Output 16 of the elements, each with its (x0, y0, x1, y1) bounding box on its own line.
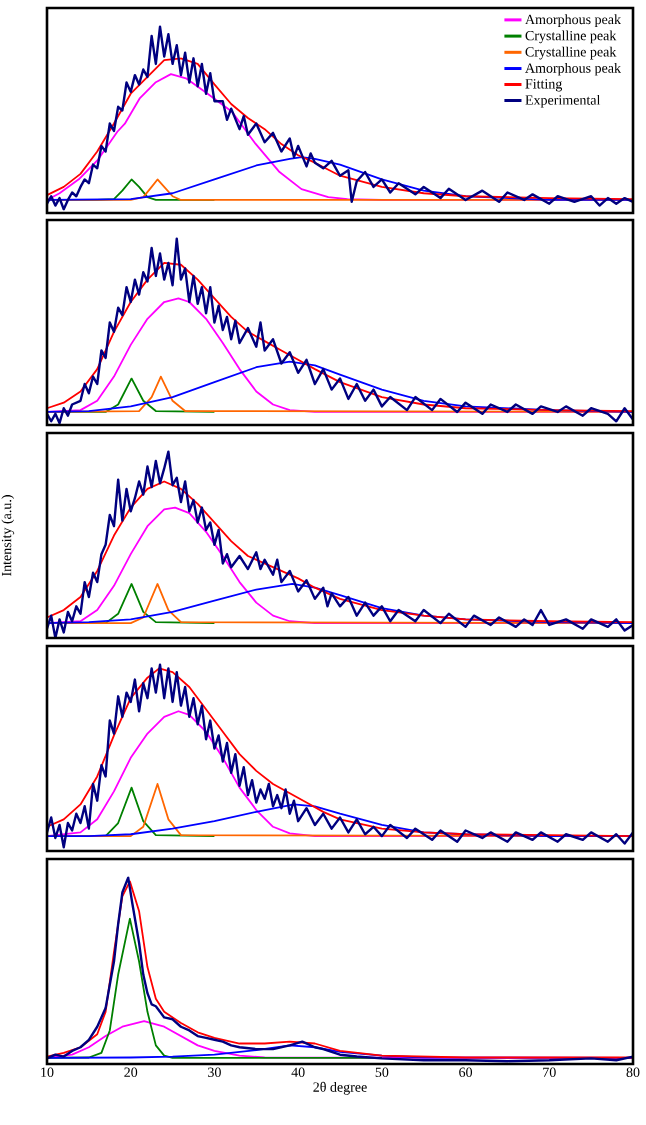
x-tick-label: 50 (375, 1067, 389, 1077)
x-tick-label: 10 (41, 1067, 54, 1077)
legend-label: Amorphous peak (525, 62, 622, 76)
x-tick-label: 30 (208, 1067, 221, 1077)
x-tick-label: 70 (543, 1067, 556, 1077)
legend-label: Amorphous peak (525, 14, 622, 27)
x-tick-label: 80 (626, 1067, 640, 1077)
legend-label: Crystalline peak (525, 46, 617, 60)
legend-label: Crystalline peak (525, 30, 617, 44)
x-tick-label: 60 (459, 1067, 473, 1077)
y-axis-title: Intensity (a.u.) (1, 495, 15, 577)
x-tick-label: 40 (291, 1067, 305, 1077)
x-axis-title: 2θ degree (313, 1081, 367, 1095)
legend-label: Experimental (525, 94, 601, 108)
x-tick-label: 20 (124, 1067, 138, 1077)
legend-label: Fitting (525, 79, 563, 92)
